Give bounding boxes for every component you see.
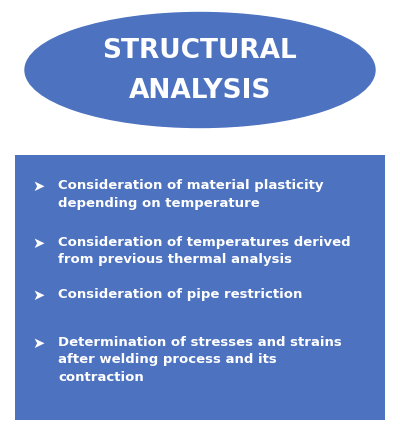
Text: ➤: ➤ (32, 287, 44, 302)
Text: ANALYSIS: ANALYSIS (129, 78, 271, 104)
Text: ➤: ➤ (32, 178, 44, 194)
Text: Determination of stresses and strains
after welding process and its
contraction: Determination of stresses and strains af… (58, 335, 342, 383)
Text: STRUCTURAL: STRUCTURAL (103, 38, 297, 64)
Text: Consideration of material plasticity
depending on temperature: Consideration of material plasticity dep… (58, 178, 324, 209)
Ellipse shape (25, 13, 375, 128)
Text: Consideration of pipe restriction: Consideration of pipe restriction (58, 287, 302, 300)
Text: Consideration of temperatures derived
from previous thermal analysis: Consideration of temperatures derived fr… (58, 236, 351, 266)
FancyBboxPatch shape (15, 156, 385, 420)
Text: ➤: ➤ (32, 335, 44, 350)
Text: ➤: ➤ (32, 236, 44, 250)
